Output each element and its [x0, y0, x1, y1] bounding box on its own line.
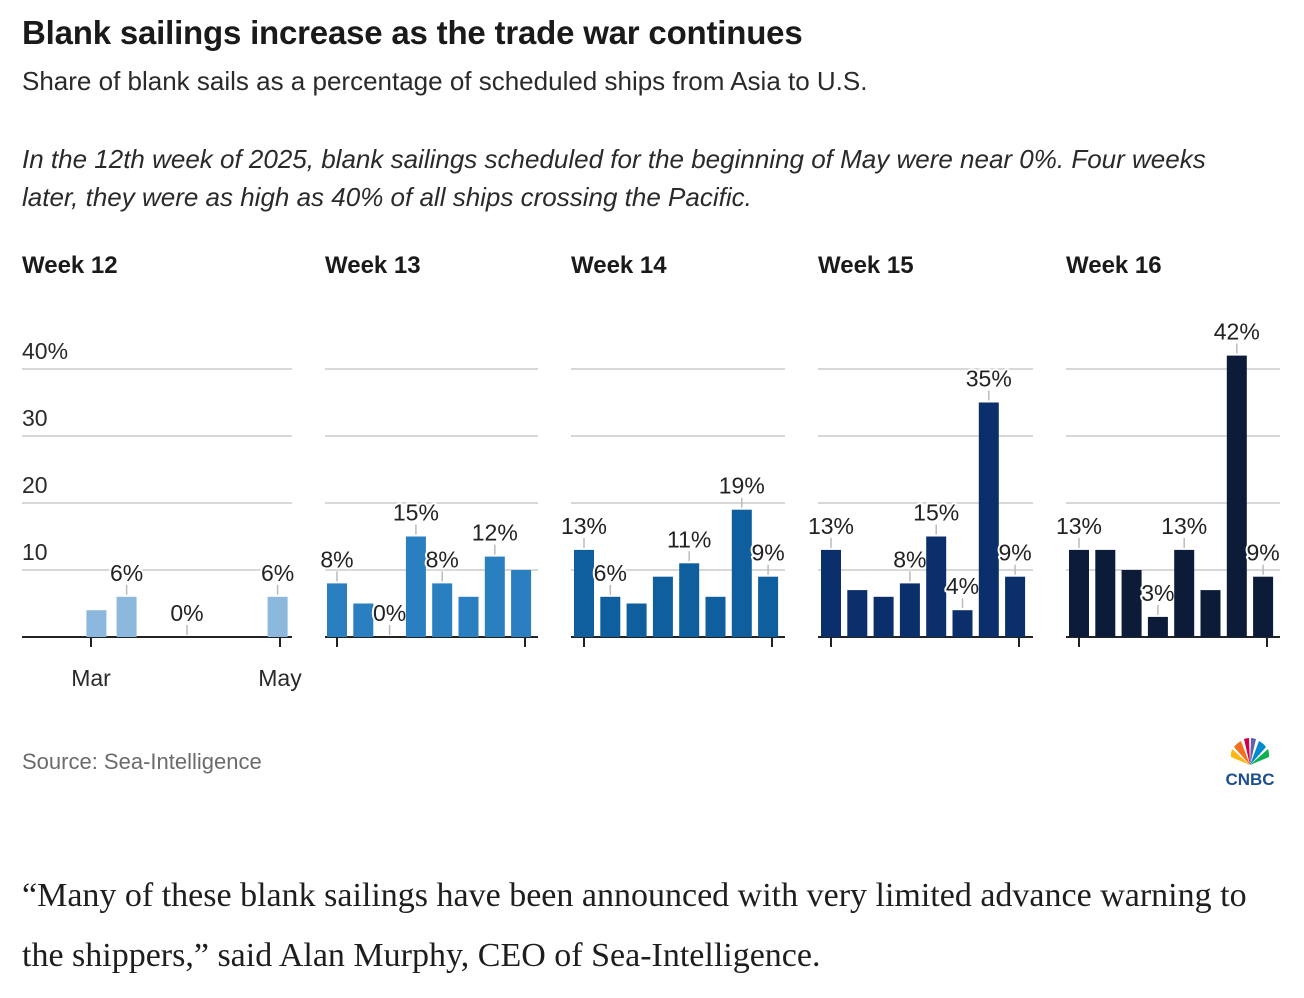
x-tick-label: May	[258, 665, 302, 691]
data-label: 9%	[998, 540, 1031, 566]
data-label: 9%	[1246, 540, 1279, 566]
bar	[899, 583, 920, 637]
data-label: 4%	[946, 573, 979, 599]
chart-note: In the 12th week of 2025, blank sailings…	[22, 144, 1206, 212]
peacock-feather-green	[1250, 749, 1270, 765]
bar	[1174, 549, 1195, 637]
data-label: 12%	[472, 520, 518, 546]
bar	[432, 583, 453, 637]
panel-title: Week 14	[571, 252, 667, 279]
bar	[1226, 355, 1247, 637]
bar	[1069, 549, 1089, 637]
bar	[1095, 549, 1116, 637]
chart-title: Blank sailings increase as the trade war…	[22, 14, 803, 51]
cnbc-wordmark: CNBC	[1225, 770, 1274, 789]
data-label: 15%	[913, 500, 959, 526]
bar	[1121, 570, 1142, 637]
bar	[1253, 576, 1274, 637]
data-label: 42%	[1214, 319, 1260, 345]
data-label: 6%	[110, 560, 143, 586]
bar	[626, 603, 647, 637]
bar	[86, 610, 107, 637]
bar	[484, 556, 505, 637]
bar	[873, 596, 894, 637]
cnbc-logo: CNBC	[1225, 738, 1275, 789]
bar	[758, 576, 779, 637]
data-label: 0%	[373, 600, 406, 626]
bar	[926, 536, 947, 637]
bar	[679, 563, 700, 637]
data-label: 13%	[808, 513, 854, 539]
x-tick-label: Mar	[71, 665, 111, 691]
bar	[1147, 616, 1168, 637]
y-tick-label: 30	[22, 405, 48, 431]
bar	[405, 536, 426, 637]
bar	[652, 576, 673, 637]
data-label: 13%	[561, 513, 607, 539]
bar	[327, 583, 347, 637]
chart-subtitle: Share of blank sails as a percentage of …	[22, 66, 868, 96]
bar	[731, 509, 752, 637]
panel-title: Week 15	[818, 252, 914, 279]
panel-title: Week 12	[22, 252, 118, 279]
data-label: 0%	[170, 600, 203, 626]
bar	[458, 596, 479, 637]
panel-title: Week 13	[325, 252, 421, 279]
bar	[511, 570, 532, 637]
bar	[353, 603, 374, 637]
bar	[1005, 576, 1026, 637]
source-note: Source: Sea-Intelligence	[22, 749, 262, 774]
panel-title: Week 16	[1066, 252, 1162, 279]
pull-quote: “Many of these blank sailings have been …	[22, 877, 1247, 974]
peacock-feather-blue	[1250, 741, 1266, 765]
bar	[978, 402, 999, 637]
peacock-feather-red	[1244, 738, 1250, 765]
bar	[574, 549, 594, 637]
peacock-feather-yellow	[1230, 749, 1250, 765]
peacock-feather-purple	[1250, 738, 1256, 765]
bar	[116, 596, 137, 637]
data-label: 8%	[893, 546, 926, 572]
data-label: 35%	[966, 366, 1012, 392]
data-label: 15%	[393, 500, 439, 526]
bar	[600, 596, 621, 637]
y-tick-label: 40%	[22, 338, 68, 364]
peacock-icon	[1230, 738, 1270, 765]
data-label: 8%	[426, 546, 459, 572]
bar	[267, 596, 288, 637]
data-label: 11%	[667, 526, 711, 552]
data-label: 9%	[751, 540, 784, 566]
data-label: 6%	[594, 560, 627, 586]
data-label: 13%	[1056, 513, 1102, 539]
data-label: 19%	[719, 473, 765, 499]
y-tick-label: 20	[22, 472, 48, 498]
bar	[952, 610, 973, 637]
small-multiples-bar-chart: 10 20 30 40% Week 12 6% 0% 6% Week 13 8% 0% 15% 8% 12…	[22, 252, 1282, 691]
data-label: 6%	[261, 560, 294, 586]
bar	[847, 590, 868, 637]
data-label: 3%	[1141, 580, 1174, 606]
bar	[821, 549, 841, 637]
peacock-feather-orange	[1234, 741, 1250, 765]
bar	[705, 596, 726, 637]
bar	[1200, 590, 1221, 637]
data-label: 8%	[320, 546, 353, 572]
y-tick-label: 10	[22, 539, 48, 565]
data-label: 13%	[1161, 513, 1207, 539]
